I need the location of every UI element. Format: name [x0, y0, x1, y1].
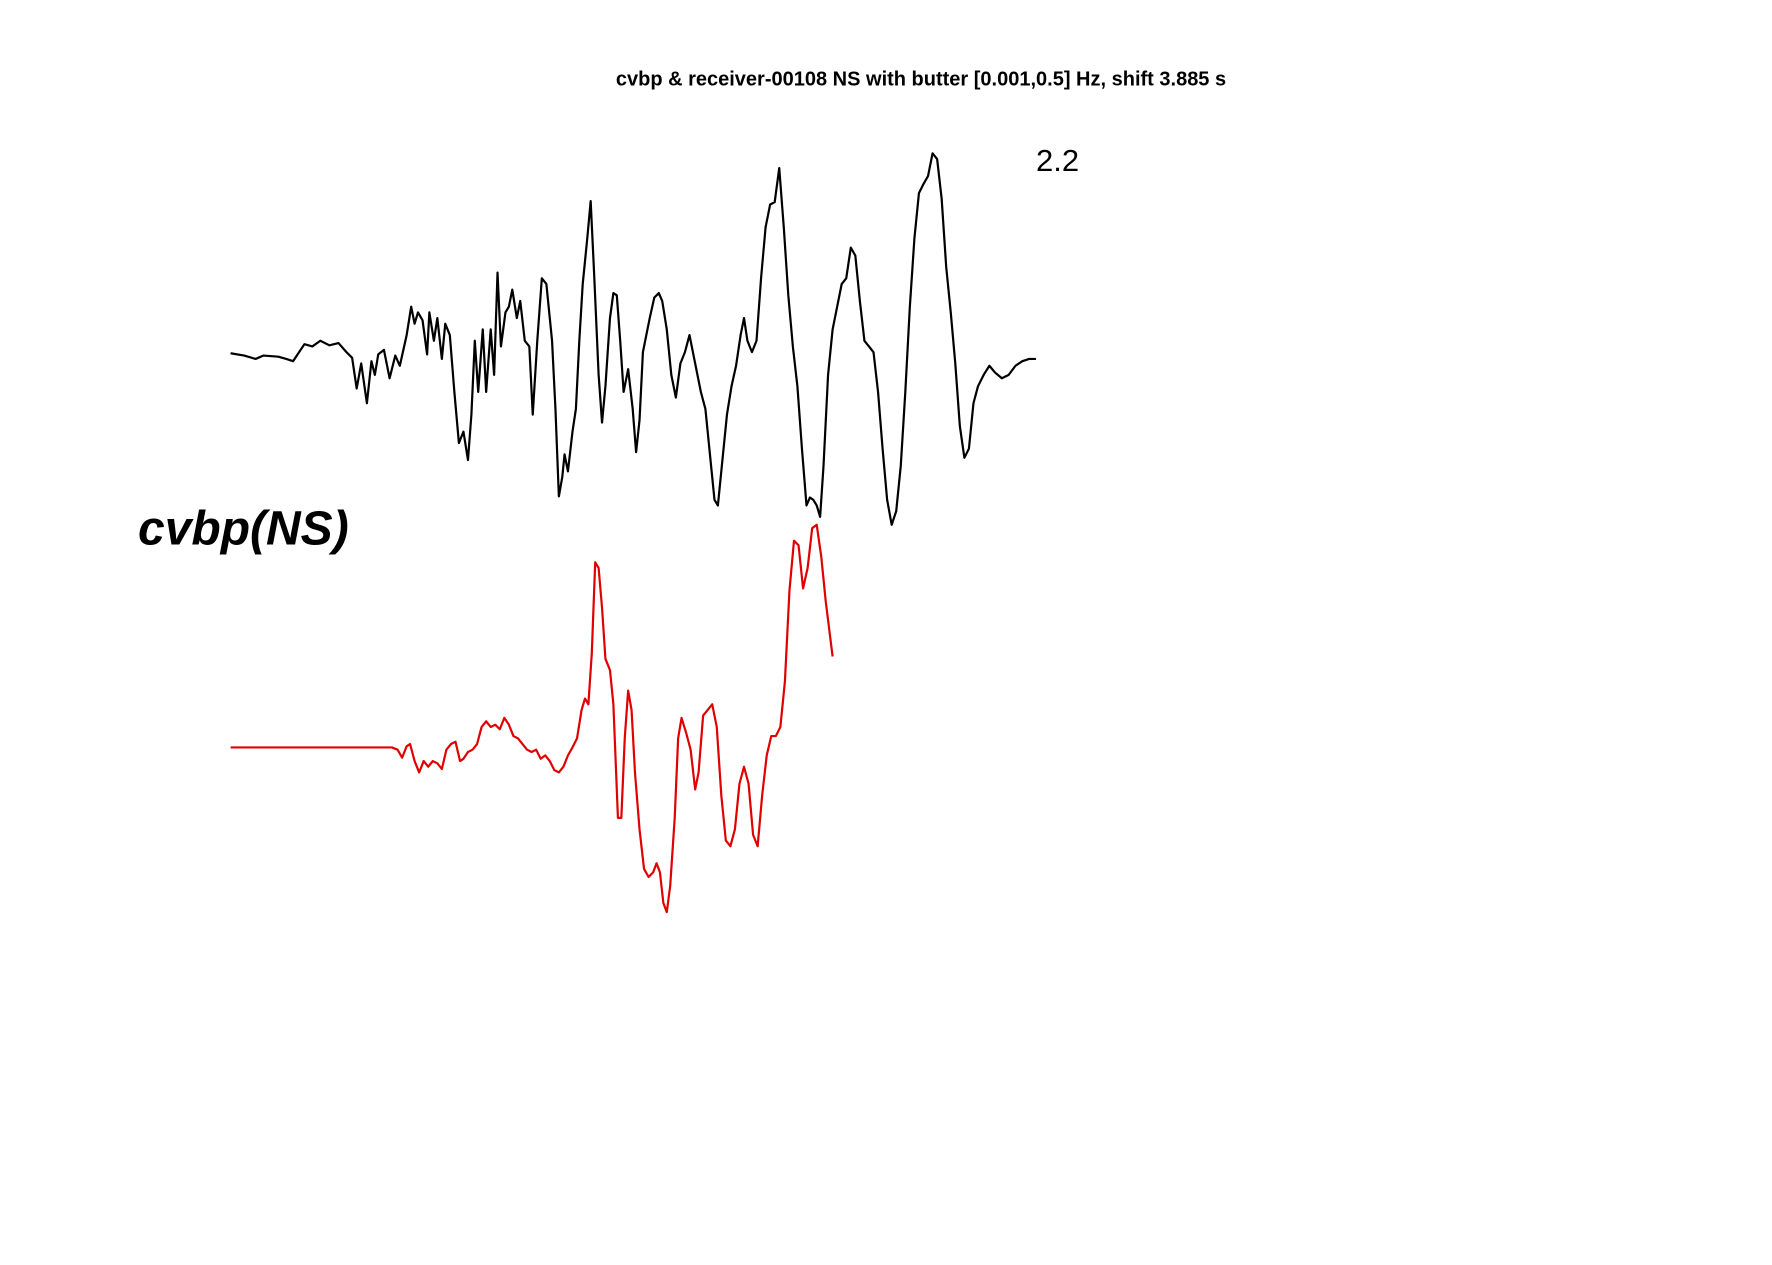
trace-line: [230, 523, 834, 914]
chart-title: cvbp & receiver-00108 NS with butter [0.…: [616, 68, 1226, 90]
annotation: 2.2: [1036, 143, 1079, 178]
trace-line: [230, 152, 1036, 526]
trace-label: cvbp(NS): [138, 503, 349, 556]
